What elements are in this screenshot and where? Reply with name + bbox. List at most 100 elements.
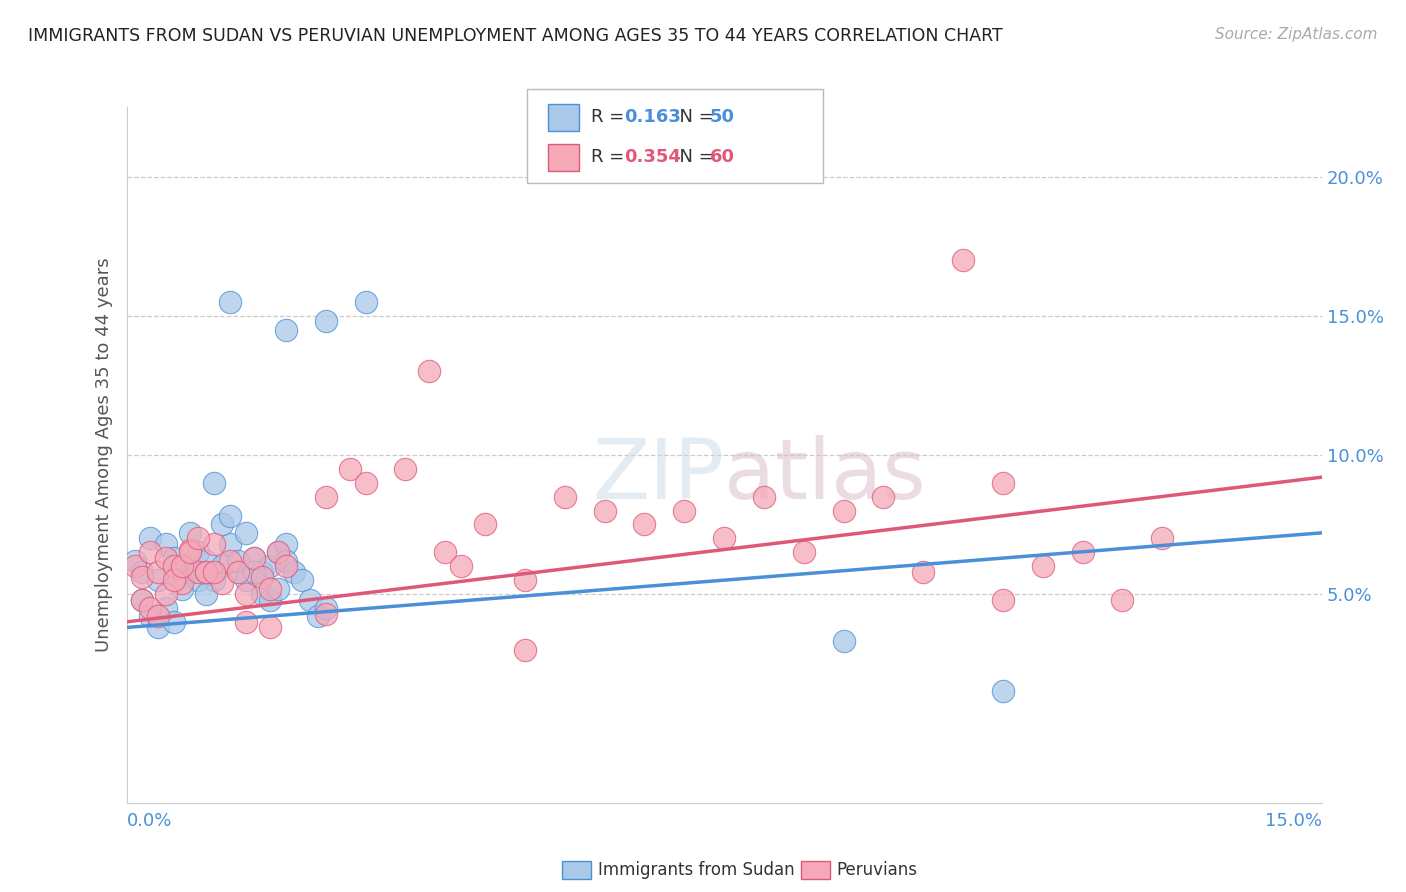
Point: [172, 559, 194, 574]
Point: [172, 576, 194, 591]
Point: [219, 537, 242, 551]
Point: [131, 592, 153, 607]
Point: [450, 559, 472, 574]
Point: [163, 615, 186, 629]
Point: [148, 565, 170, 579]
Point: [187, 545, 209, 559]
Point: [243, 550, 266, 565]
Point: [148, 573, 170, 587]
Point: [243, 550, 266, 565]
Point: [752, 490, 775, 504]
Point: [219, 509, 242, 524]
Y-axis label: Unemployment Among Ages 35 to 44 years: Unemployment Among Ages 35 to 44 years: [94, 258, 112, 652]
Point: [139, 532, 162, 546]
Point: [148, 609, 170, 624]
Text: R =: R =: [591, 109, 630, 127]
Text: 15.0%: 15.0%: [1264, 813, 1322, 830]
Point: [163, 559, 186, 574]
Point: [513, 573, 536, 587]
Point: [179, 525, 201, 540]
Point: [211, 517, 233, 532]
Point: [202, 565, 225, 579]
Point: [235, 615, 257, 629]
Point: [872, 490, 894, 504]
Point: [211, 559, 233, 574]
Point: [131, 570, 153, 584]
Point: [274, 323, 297, 337]
Point: [211, 576, 233, 591]
Point: [267, 582, 290, 596]
Point: [226, 554, 249, 568]
Point: [226, 565, 249, 579]
Point: [139, 601, 162, 615]
Point: [793, 545, 815, 559]
Point: [1111, 592, 1133, 607]
Point: [315, 607, 337, 621]
Point: [1071, 545, 1094, 559]
Point: [131, 565, 153, 579]
Text: N =: N =: [668, 109, 720, 127]
Point: [283, 565, 305, 579]
Point: [195, 587, 218, 601]
Point: [139, 609, 162, 624]
Point: [713, 532, 735, 546]
Point: [307, 609, 329, 624]
Point: [235, 587, 257, 601]
Point: [179, 565, 201, 579]
Text: 0.354: 0.354: [624, 148, 681, 166]
Text: Immigrants from Sudan: Immigrants from Sudan: [598, 861, 794, 879]
Point: [202, 537, 225, 551]
Point: [354, 475, 377, 490]
Point: [315, 490, 337, 504]
Point: [991, 684, 1014, 698]
Point: [474, 517, 496, 532]
Text: R =: R =: [591, 148, 630, 166]
Text: Peruvians: Peruvians: [837, 861, 918, 879]
Point: [259, 559, 281, 574]
Point: [226, 565, 249, 579]
Point: [394, 462, 416, 476]
Point: [187, 532, 209, 546]
Point: [339, 462, 361, 476]
Point: [259, 620, 281, 634]
Point: [952, 253, 974, 268]
Point: [354, 294, 377, 309]
Point: [991, 475, 1014, 490]
Point: [991, 592, 1014, 607]
Point: [148, 620, 170, 634]
Text: IMMIGRANTS FROM SUDAN VS PERUVIAN UNEMPLOYMENT AMONG AGES 35 TO 44 YEARS CORRELA: IMMIGRANTS FROM SUDAN VS PERUVIAN UNEMPL…: [28, 27, 1002, 45]
Point: [250, 570, 273, 584]
Text: 60: 60: [710, 148, 735, 166]
Point: [155, 550, 177, 565]
Point: [274, 537, 297, 551]
Point: [315, 314, 337, 328]
Point: [250, 587, 273, 601]
Point: [124, 559, 146, 574]
Point: [259, 582, 281, 596]
Point: [172, 565, 194, 579]
Point: [131, 592, 153, 607]
Point: [832, 503, 855, 517]
Point: [513, 642, 536, 657]
Point: [673, 503, 696, 517]
Point: [155, 587, 177, 601]
Text: 0.0%: 0.0%: [127, 813, 172, 830]
Point: [250, 565, 273, 579]
Point: [274, 559, 297, 574]
Text: 0.163: 0.163: [624, 109, 681, 127]
Point: [155, 601, 177, 615]
Point: [179, 542, 201, 557]
Point: [139, 545, 162, 559]
Point: [912, 565, 935, 579]
Point: [163, 550, 186, 565]
Point: [235, 573, 257, 587]
Point: [243, 565, 266, 579]
Point: [187, 573, 209, 587]
Point: [195, 565, 218, 579]
Point: [219, 554, 242, 568]
Point: [298, 592, 321, 607]
Point: [195, 554, 218, 568]
Point: [219, 294, 242, 309]
Point: [235, 525, 257, 540]
Point: [179, 545, 201, 559]
